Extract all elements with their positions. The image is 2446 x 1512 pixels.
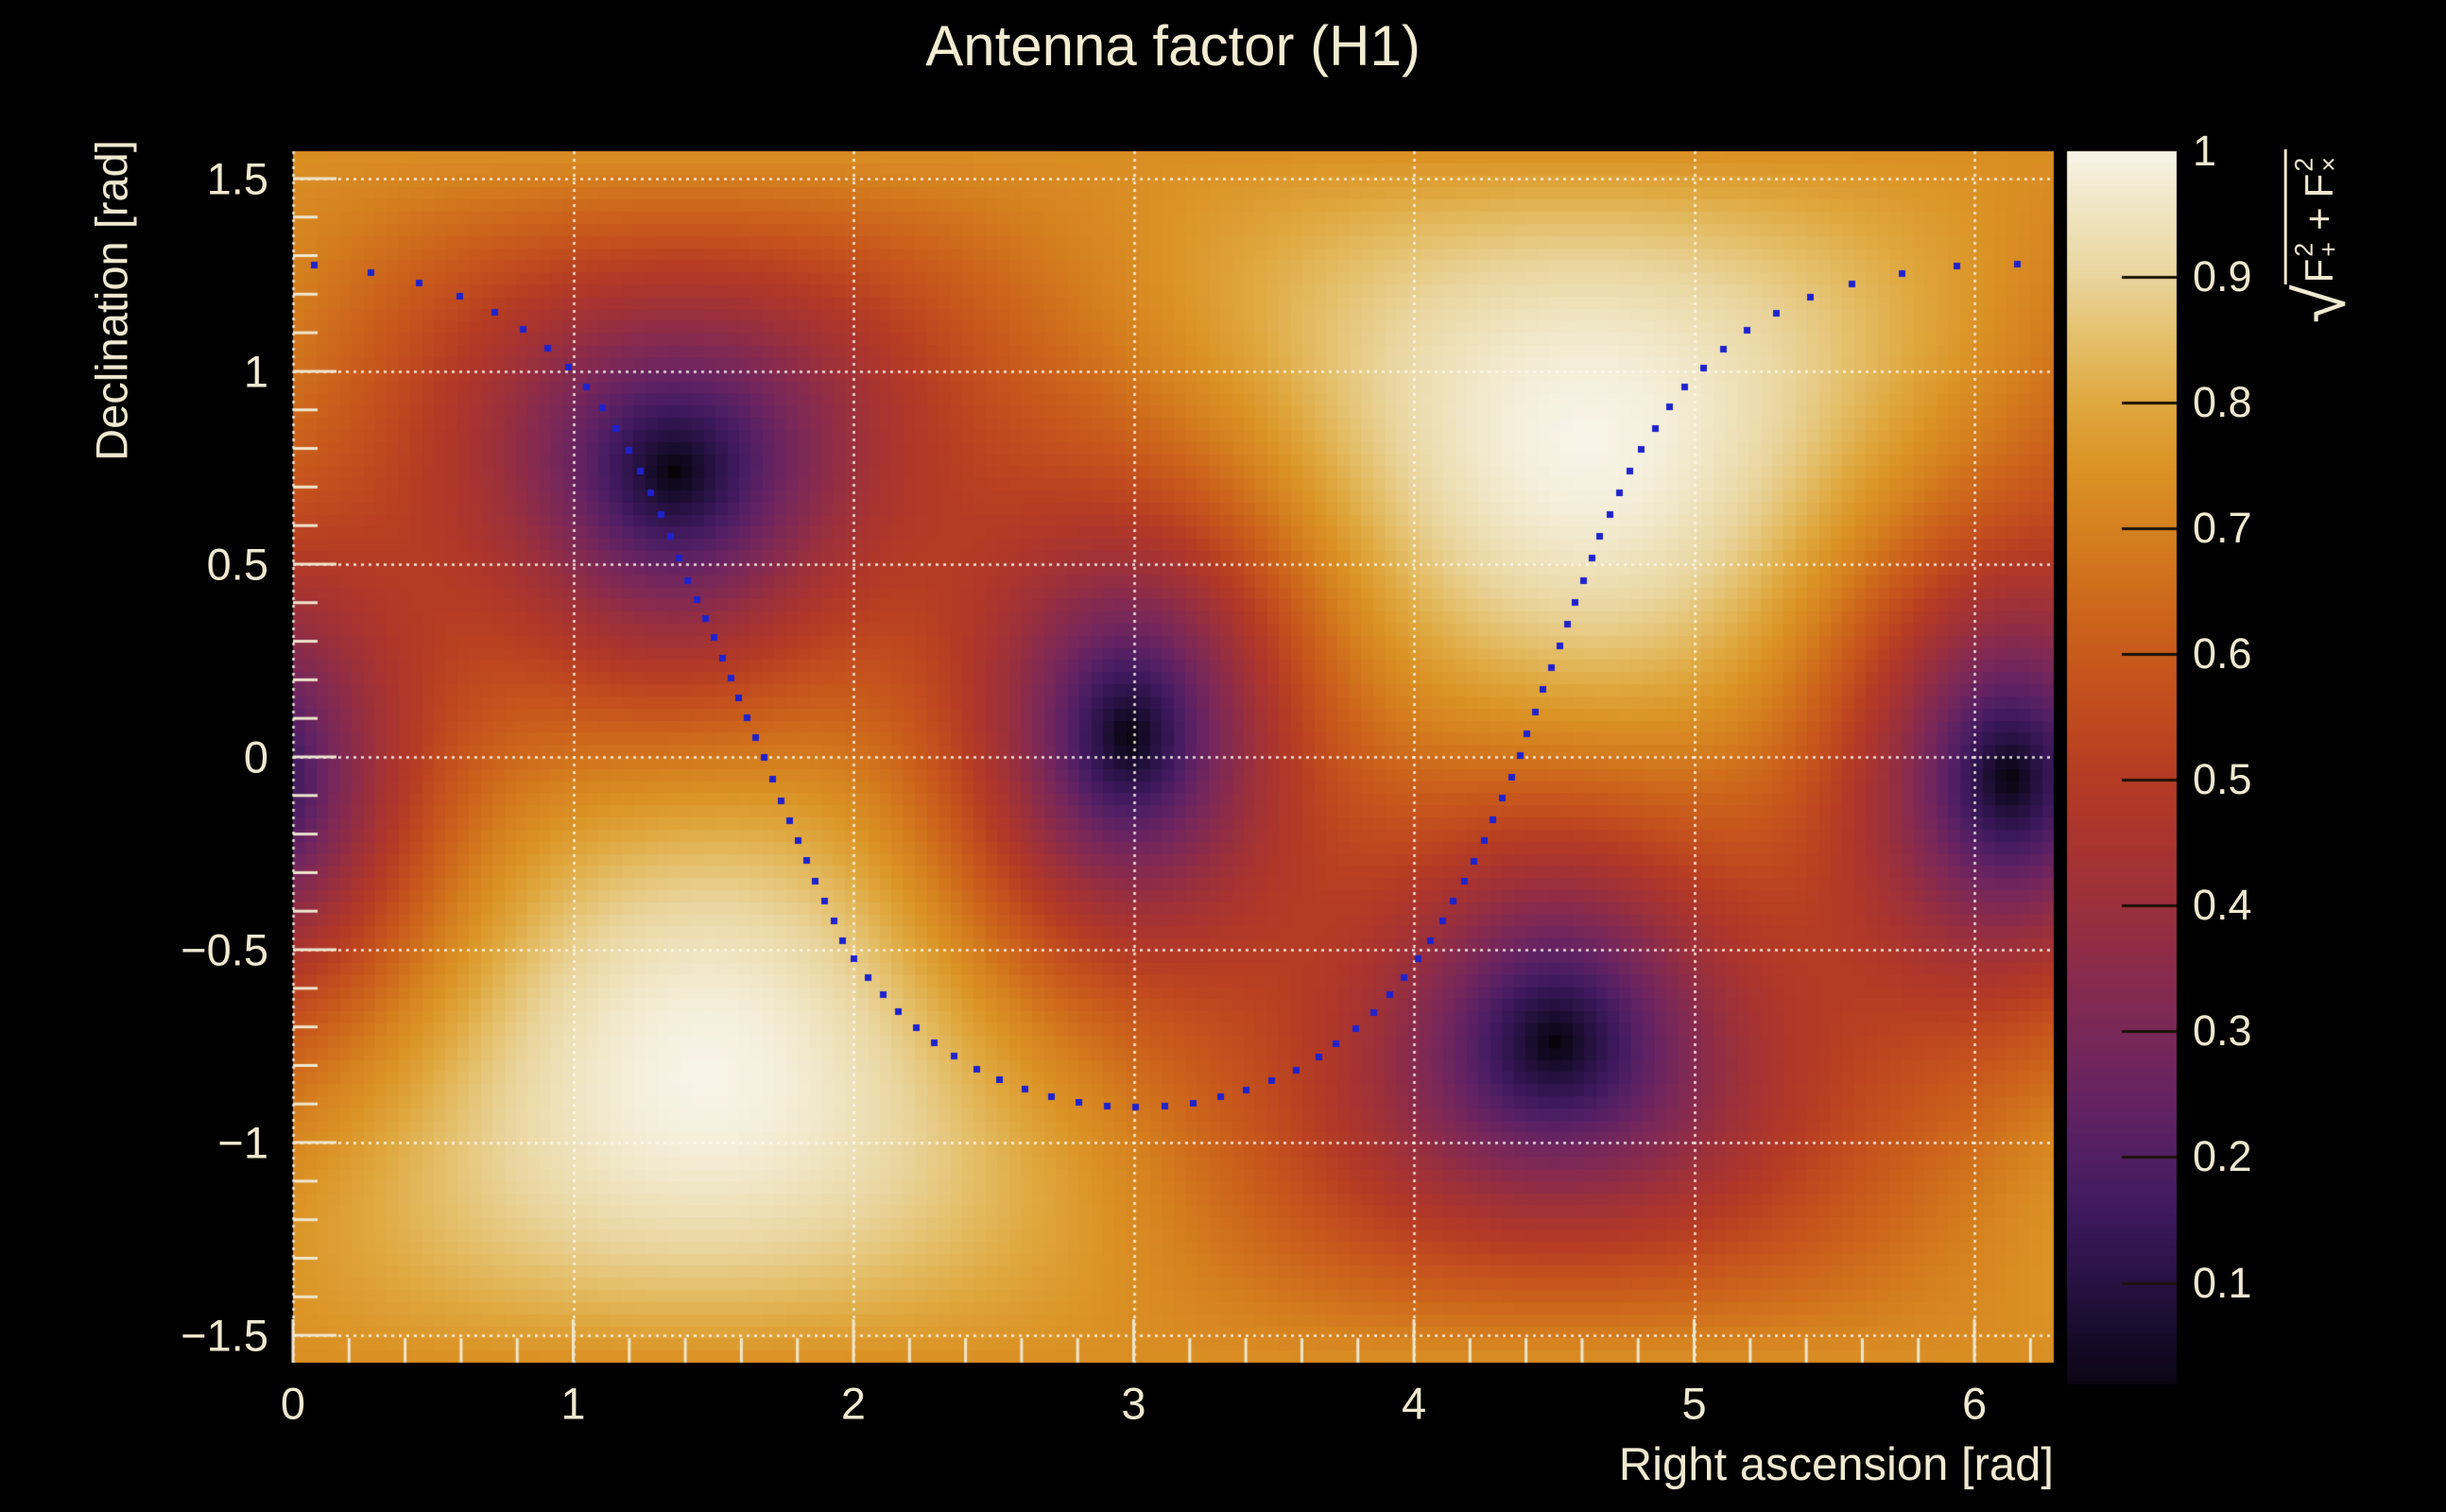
y-tick-label-−1: −1 — [217, 1117, 268, 1168]
colorbar-tick-label-0.9: 0.9 — [2193, 252, 2252, 301]
colorbar-tick-label-1: 1 — [2193, 127, 2217, 175]
formula-f2-sup: 2 — [2289, 157, 2318, 172]
formula-f2-sub: × — [2314, 156, 2343, 172]
x-tick-label-5: 5 — [1681, 1378, 1707, 1429]
colorbar-tick-label-0.2: 0.2 — [2193, 1132, 2252, 1181]
x-tick-label-0: 0 — [280, 1378, 306, 1429]
y-tick-label-1.5: 1.5 — [206, 153, 268, 204]
formula-f1-sub: + — [2314, 241, 2343, 257]
colorbar-tick-label-0.7: 0.7 — [2193, 504, 2252, 553]
y-tick-label-1: 1 — [243, 346, 268, 397]
y-axis-title: Declination [rad] — [86, 140, 137, 461]
sqrt-radical-glyph: √ — [2281, 284, 2360, 324]
colorbar-tick-label-0.4: 0.4 — [2193, 881, 2252, 930]
colorbar-axis-title-formula: √ F 2 + + F 2 × — [2282, 148, 2360, 323]
colorbar-tick-label-0.5: 0.5 — [2193, 755, 2252, 804]
page-title: Antenna factor (H1) — [925, 14, 1421, 77]
formula-plus: + — [2296, 207, 2341, 231]
formula-f2: F — [2296, 173, 2341, 198]
colorbar-tick-label-0.1: 0.1 — [2193, 1258, 2252, 1307]
colorbar-tick-label-0.3: 0.3 — [2193, 1006, 2252, 1056]
y-tick-label-0: 0 — [243, 731, 268, 782]
colorbar-tick-label-0.8: 0.8 — [2193, 378, 2252, 427]
x-tick-label-2: 2 — [840, 1378, 867, 1429]
formula-f1: F — [2296, 258, 2341, 284]
x-tick-label-4: 4 — [1401, 1378, 1427, 1429]
x-tick-label-6: 6 — [1961, 1378, 1988, 1429]
formula-f1-sup: 2 — [2289, 242, 2318, 257]
formula-under-radical: F 2 + + F 2 × — [2283, 148, 2343, 285]
x-axis-title: Right ascension [rad] — [1618, 1439, 2054, 1490]
y-tick-label-−0.5: −0.5 — [181, 924, 268, 975]
colorbar-tick-label-0.6: 0.6 — [2193, 629, 2252, 679]
x-tick-label-1: 1 — [560, 1378, 586, 1429]
x-tick-label-3: 3 — [1121, 1378, 1146, 1429]
y-tick-label-0.5: 0.5 — [206, 539, 268, 590]
y-tick-label-−1.5: −1.5 — [181, 1310, 268, 1361]
